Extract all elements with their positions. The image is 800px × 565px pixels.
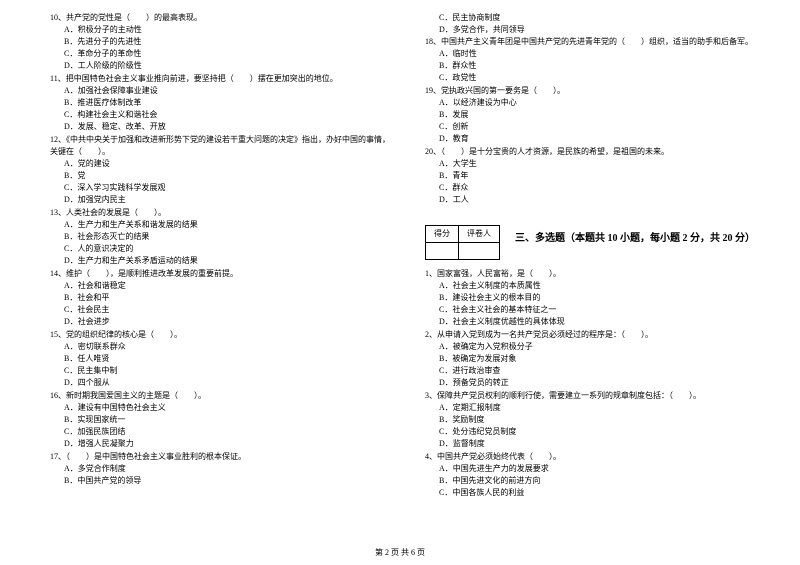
score-cell-a (426, 243, 459, 260)
question-11: 11、把中国特色社会主义事业推向前进，要坚持把（ ）摆在更加突出的地位。 A．加… (50, 73, 395, 133)
q20-opt-a: A．大学生 (439, 158, 770, 170)
q20-opt-d: D．工人 (439, 194, 770, 206)
section-header-row: 得分 评卷人 三、多选题（本题共 10 小题，每小题 2 分，共 20 分） (425, 225, 770, 262)
question-16: 16、新时期我国爱国主义的主题是（ ）。 A．建设有中国特色社会主义 B．实现国… (50, 390, 395, 450)
mq1-stem: 1、国家富强，人民富裕，是（ ）。 (425, 268, 770, 280)
q18-opt-a: A．临时性 (439, 48, 770, 60)
question-19: 19、党执政兴国的第一要务是（ ）。 A．以经济建设为中心 B．发展 C．创新 … (425, 85, 770, 145)
q18-opt-b: B．群众性 (439, 60, 770, 72)
mq2-opt-c: C．进行政治审查 (439, 365, 770, 377)
mq4-opt-c: C．中国各族人民的利益 (439, 487, 770, 499)
q10-opt-a: A．积极分子的主动性 (64, 24, 395, 36)
question-12: 12、《中共中央关于加强和改进新形势下党的建设若干重大问题的决定》指出，办好中国… (50, 134, 395, 206)
q17-opt-a: A．多党合作制度 (64, 463, 395, 475)
question-20: 20、（ ）是十分宝贵的人才资源，是民族的希望，是祖国的未来。 A．大学生 B．… (425, 146, 770, 206)
mq1-opt-d: D．社会主义制度优越性的具体体现 (439, 316, 770, 328)
score-header-b: 评卷人 (459, 226, 500, 243)
score-box: 得分 评卷人 (425, 225, 500, 260)
question-17: 17、（ ）是中国特色社会主义事业胜利的根本保证。 A．多党合作制度 B．中国共… (50, 451, 395, 487)
q10-opt-d: D．工人阶级的阶级性 (64, 60, 395, 72)
q15-opt-b: B．任人唯贤 (64, 353, 395, 365)
q20-opt-b: B．青年 (439, 170, 770, 182)
q19-opt-d: D．教育 (439, 133, 770, 145)
mq2-opt-a: A．被确定为入党积极分子 (439, 341, 770, 353)
q15-opt-c: C．民主集中制 (64, 365, 395, 377)
mq2-opt-d: D．预备党员的转正 (439, 377, 770, 389)
mq3-opt-d: D．监督制度 (439, 438, 770, 450)
mq3-opt-c: C．处分违纪党员制度 (439, 426, 770, 438)
q16-opt-d: D．增强人民凝聚力 (64, 438, 395, 450)
multi-question-1: 1、国家富强，人民富裕，是（ ）。 A．社会主义制度的本质属性 B．建设社会主义… (425, 268, 770, 328)
q11-opt-a: A．加强社会保障事业建设 (64, 85, 395, 97)
q19-opt-c: C．创新 (439, 121, 770, 133)
mq3-stem: 3、保障共产党员权利的顺利行使，需要建立一系列的规章制度包括：（ ）。 (425, 390, 770, 402)
q11-stem: 11、把中国特色社会主义事业推向前进，要坚持把（ ）摆在更加突出的地位。 (50, 73, 395, 85)
q10-stem: 10、共产党的党性是（ ）的最高表现。 (50, 12, 395, 24)
q17-opt-d: D．多党合作，共同领导 (439, 24, 770, 36)
q13-stem: 13、人类社会的发展是（ ）。 (50, 207, 395, 219)
q14-opt-a: A．社会和谐稳定 (64, 280, 395, 292)
q12-opt-a: A．党的建设 (64, 158, 395, 170)
q10-opt-c: C．革命分子的革命性 (64, 48, 395, 60)
mq2-opt-b: B．被确定为发展对象 (439, 353, 770, 365)
mq1-opt-b: B．建设社会主义的根本目的 (439, 292, 770, 304)
section-3-title: 三、多选题（本题共 10 小题，每小题 2 分，共 20 分） (500, 231, 770, 246)
q20-stem: 20、（ ）是十分宝贵的人才资源，是民族的希望，是祖国的未来。 (425, 146, 770, 158)
q12-stem: 12、《中共中央关于加强和改进新形势下党的建设若干重大问题的决定》指出，办好中国… (50, 134, 395, 158)
question-18: 18、中国共产主义青年团是中国共产党的先进青年党的（ ）组织，适当的助手和后备军… (425, 36, 770, 84)
score-header-a: 得分 (426, 226, 459, 243)
q13-opt-d: D．生产力和生产关系矛盾运动的结果 (64, 255, 395, 267)
q19-opt-b: B．发展 (439, 109, 770, 121)
mq1-opt-a: A．社会主义制度的本质属性 (439, 280, 770, 292)
q17-stem: 17、（ ）是中国特色社会主义事业胜利的根本保证。 (50, 451, 395, 463)
score-cell-b (459, 243, 500, 260)
left-column: 10、共产党的党性是（ ）的最高表现。 A．积极分子的主动性 B．先进分子的先进… (50, 12, 395, 520)
q16-stem: 16、新时期我国爱国主义的主题是（ ）。 (50, 390, 395, 402)
mq2-stem: 2、从申请入党到成为一名共产党员必须经过的程序是：（ ）。 (425, 329, 770, 341)
page-footer: 第 2 页 共 6 页 (0, 547, 800, 559)
q18-opt-c: C．政党性 (439, 72, 770, 84)
multi-question-4: 4、中国共产党必须始终代表（ ）。 A．中国先进生产力的发展要求 B．中国先进文… (425, 451, 770, 499)
q14-opt-d: D．社会进步 (64, 316, 395, 328)
q15-opt-d: D．四个服从 (64, 377, 395, 389)
mq4-opt-b: B．中国先进文化的前进方向 (439, 475, 770, 487)
question-14: 14、维护（ ），是顺利推进改革发展的重要前提。 A．社会和谐稳定 B．社会和平… (50, 268, 395, 328)
q15-stem: 15、党的组织纪律的核心是（ ）。 (50, 329, 395, 341)
page-container: 10、共产党的党性是（ ）的最高表现。 A．积极分子的主动性 B．先进分子的先进… (0, 0, 800, 545)
q14-opt-c: C．社会民主 (64, 304, 395, 316)
mq3-opt-a: A．定期汇报制度 (439, 402, 770, 414)
multi-question-2: 2、从申请入党到成为一名共产党员必须经过的程序是：（ ）。 A．被确定为入党积极… (425, 329, 770, 389)
q16-opt-a: A．建设有中国特色社会主义 (64, 402, 395, 414)
q13-opt-a: A．生产力和生产关系和谐发展的结果 (64, 219, 395, 231)
q13-opt-b: B．社会形态灭亡的结果 (64, 231, 395, 243)
question-10: 10、共产党的党性是（ ）的最高表现。 A．积极分子的主动性 B．先进分子的先进… (50, 12, 395, 72)
q14-stem: 14、维护（ ），是顺利推进改革发展的重要前提。 (50, 268, 395, 280)
q19-stem: 19、党执政兴国的第一要务是（ ）。 (425, 85, 770, 97)
q11-opt-c: C．构建社会主义和谐社会 (64, 109, 395, 121)
q14-opt-b: B．社会和平 (64, 292, 395, 304)
question-13: 13、人类社会的发展是（ ）。 A．生产力和生产关系和谐发展的结果 B．社会形态… (50, 207, 395, 267)
q12-opt-b: B．党 (64, 170, 395, 182)
q17-opt-c: C．民主协商制度 (439, 12, 770, 24)
q13-opt-c: C．人的意识决定的 (64, 243, 395, 255)
q11-opt-b: B．推进医疗体制改革 (64, 97, 395, 109)
q11-opt-d: D．发展、稳定、改革、开放 (64, 121, 395, 133)
q20-opt-c: C．群众 (439, 182, 770, 194)
mq4-opt-a: A．中国先进生产力的发展要求 (439, 463, 770, 475)
mq4-stem: 4、中国共产党必须始终代表（ ）。 (425, 451, 770, 463)
mq1-opt-c: C．社会主义社会的基本特征之一 (439, 304, 770, 316)
question-15: 15、党的组织纪律的核心是（ ）。 A．密切联系群众 B．任人唯贤 C．民主集中… (50, 329, 395, 389)
multi-question-3: 3、保障共产党员权利的顺利行使，需要建立一系列的规章制度包括：（ ）。 A．定期… (425, 390, 770, 450)
mq3-opt-b: B．奖励制度 (439, 414, 770, 426)
q15-opt-a: A．密切联系群众 (64, 341, 395, 353)
q12-opt-d: D．加强党内民主 (64, 194, 395, 206)
q16-opt-c: C．加强民族团结 (64, 426, 395, 438)
right-column: C．民主协商制度 D．多党合作，共同领导 18、中国共产主义青年团是中国共产党的… (425, 12, 770, 520)
q10-opt-b: B．先进分子的先进性 (64, 36, 395, 48)
q19-opt-a: A．以经济建设为中心 (439, 97, 770, 109)
q17-opt-b: B．中国共产党的领导 (64, 475, 395, 487)
q12-opt-c: C．深入学习实践科学发展观 (64, 182, 395, 194)
q18-stem: 18、中国共产主义青年团是中国共产党的先进青年党的（ ）组织，适当的助手和后备军… (425, 36, 770, 48)
q16-opt-b: B．实现国家统一 (64, 414, 395, 426)
